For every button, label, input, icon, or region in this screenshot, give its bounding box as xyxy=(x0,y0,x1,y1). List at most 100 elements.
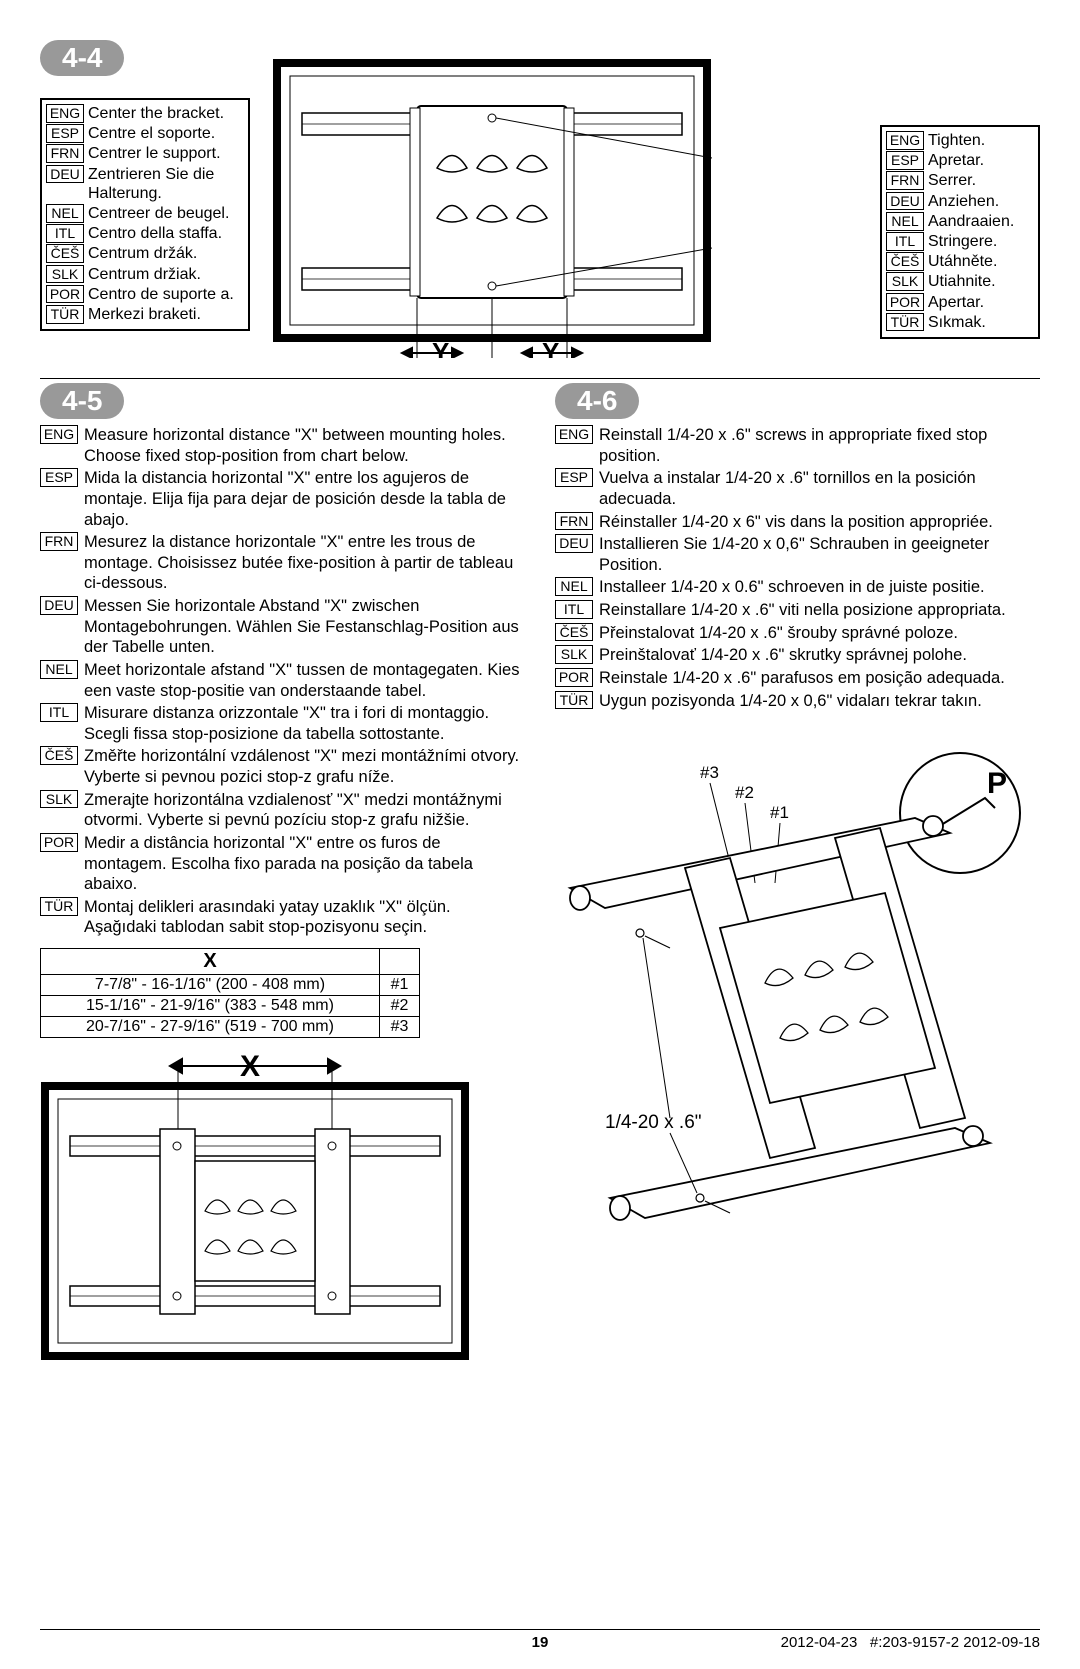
lang-code: POR xyxy=(555,668,593,687)
lang-code: ESP xyxy=(40,468,78,487)
lang-text: Medir a distância horizontal "X" entre o… xyxy=(80,833,525,895)
lang-code: SLK xyxy=(40,790,78,809)
lang-row: DEUInstallieren Sie 1/4-20 x 0,6" Schrau… xyxy=(555,534,1040,575)
lang-text: Reinstallare 1/4-20 x .6" viti nella pos… xyxy=(595,600,1040,621)
step-badge-4-4: 4-4 xyxy=(40,40,124,76)
lang-list-4-5: ENGMeasure horizontal distance "X" betwe… xyxy=(40,425,525,938)
lang-text: Preinštalovať 1/4-20 x .6" skrutky správ… xyxy=(595,645,1040,666)
lang-text: Montaj delikleri arasındaki yatay uzaklı… xyxy=(80,897,525,938)
lang-row: ENGReinstall 1/4-20 x .6" screws in appr… xyxy=(555,425,1040,466)
lang-text: Messen Sie horizontale Abstand "X" zwisc… xyxy=(80,596,525,658)
lang-code: NEL xyxy=(46,204,84,223)
lang-text: Apertar. xyxy=(926,293,984,312)
page-number: 19 xyxy=(532,1634,549,1651)
lang-text: Zentrieren Sie die Halterung. xyxy=(86,165,244,203)
columns-45-46: 4-5 ENGMeasure horizontal distance "X" b… xyxy=(40,383,1040,1371)
lang-text: Reinstall 1/4-20 x .6" screws in appropr… xyxy=(595,425,1040,466)
lang-text: Serrer. xyxy=(926,171,976,190)
lang-code: POR xyxy=(46,285,84,304)
lang-code: ESP xyxy=(46,124,84,143)
lang-text: Installeer 1/4-20 x 0.6" schroeven in de… xyxy=(595,577,1040,598)
step-badge-4-6: 4-6 xyxy=(555,383,639,419)
lang-code: ITL xyxy=(40,703,78,722)
lang-code: ITL xyxy=(886,232,924,251)
lang-text: Mesurez la distance horizontale "X" entr… xyxy=(80,532,525,594)
lang-code: NEL xyxy=(886,212,924,231)
lang-row: ITLStringere. xyxy=(886,232,1034,251)
lang-text: Measure horizontal distance "X" between … xyxy=(80,425,525,466)
lang-text: Merkezi braketi. xyxy=(86,305,201,324)
lang-row: DEUMessen Sie horizontale Abstand "X" zw… xyxy=(40,596,525,658)
page-footer: 19 2012-04-23 #:203-9157-2 2012-09-18 xyxy=(40,1629,1040,1651)
lang-row: ENGTighten. xyxy=(886,131,1034,150)
lang-text: Mida la distancia horizontal "X" entre l… xyxy=(80,468,525,530)
lang-row: ESPApretar. xyxy=(886,151,1034,170)
lang-code: ČEŠ xyxy=(886,252,924,271)
lang-text: Centre el soporte. xyxy=(86,124,215,143)
table-row: 7-7/8" - 16-1/16" (200 - 408 mm)#1 xyxy=(41,975,420,996)
lang-row: ENGCenter the bracket. xyxy=(46,104,244,123)
lang-code: FRN xyxy=(555,512,593,531)
col-4-5: 4-5 ENGMeasure horizontal distance "X" b… xyxy=(40,383,525,1371)
lang-text: Centrum držák. xyxy=(86,244,197,263)
svg-text:#2: #2 xyxy=(735,783,754,802)
lang-text: Zmerajte horizontálna vzdialenosť "X" me… xyxy=(80,790,525,831)
lang-row: ESPMida la distancia horizontal "X" entr… xyxy=(40,468,525,530)
lang-text: Centro de suporte a. xyxy=(86,285,234,304)
lang-row: ITLMisurare distanza orizzontale "X" tra… xyxy=(40,703,525,744)
lang-list-center-bracket: ENGCenter the bracket.ESPCentre el sopor… xyxy=(40,98,250,331)
lang-code: TÜR xyxy=(886,313,924,332)
section-4-4: 4-4 ENGCenter the bracket.ESPCentre el s… xyxy=(40,40,1040,370)
lang-row: ČEŠPřeinstalovat 1/4-20 x .6" šrouby spr… xyxy=(555,623,1040,644)
lang-row: FRNRéinstaller 1/4-20 x 6" vis dans la p… xyxy=(555,512,1040,533)
x-table: X 7-7/8" - 16-1/16" (200 - 408 mm)#115-1… xyxy=(40,948,420,1038)
lang-code: SLK xyxy=(46,265,84,284)
lang-code: ČEŠ xyxy=(46,244,84,263)
lang-code: FRN xyxy=(46,144,84,163)
svg-text:Y: Y xyxy=(432,337,449,358)
lang-row: TÜRUygun pozisyonda 1/4-20 x 0,6" vidala… xyxy=(555,691,1040,712)
separator xyxy=(40,378,1040,379)
lang-text: Anziehen. xyxy=(926,192,999,211)
lang-code: POR xyxy=(40,833,78,852)
svg-text:Y: Y xyxy=(542,337,559,358)
lang-text: Uygun pozisyonda 1/4-20 x 0,6" vidaları … xyxy=(595,691,1040,712)
lang-code: DEU xyxy=(46,165,84,184)
lang-row: SLKZmerajte horizontálna vzdialenosť "X"… xyxy=(40,790,525,831)
svg-text:#1: #1 xyxy=(770,803,789,822)
lang-code: NEL xyxy=(40,660,78,679)
lang-row: SLKPreinštalovať 1/4-20 x .6" skrutky sp… xyxy=(555,645,1040,666)
lang-row: ČEŠZměřte horizontální vzdálenost "X" me… xyxy=(40,746,525,787)
lang-text: Aandraaien. xyxy=(926,212,1014,231)
lang-code: ČEŠ xyxy=(40,746,78,765)
lang-code: FRN xyxy=(886,171,924,190)
lang-row: ESPCentre el soporte. xyxy=(46,124,244,143)
lang-row: SLKUtiahnite. xyxy=(886,272,1034,291)
lang-code: TÜR xyxy=(555,691,593,710)
lang-row: ČEŠCentrum držák. xyxy=(46,244,244,263)
lang-row: NELCentreer de beugel. xyxy=(46,204,244,223)
lang-text: Stringere. xyxy=(926,232,997,251)
lang-row: DEUZentrieren Sie die Halterung. xyxy=(46,165,244,203)
lang-code: SLK xyxy=(555,645,593,664)
lang-code: NEL xyxy=(555,577,593,596)
lang-row: FRNCentrer le support. xyxy=(46,144,244,163)
lang-text: Změřte horizontální vzdálenost "X" mezi … xyxy=(80,746,525,787)
lang-text: Réinstaller 1/4-20 x 6" vis dans la posi… xyxy=(595,512,1040,533)
lang-row: NELAandraaien. xyxy=(886,212,1034,231)
lang-text: Misurare distanza orizzontale "X" tra i … xyxy=(80,703,525,744)
lang-code: POR xyxy=(886,293,924,312)
lang-code: DEU xyxy=(40,596,78,615)
svg-text:1/4-20 x .6": 1/4-20 x .6" xyxy=(605,1112,702,1133)
svg-text:#3: #3 xyxy=(700,763,719,782)
lang-row: NELMeet horizontale afstand "X" tussen d… xyxy=(40,660,525,701)
lang-code: ČEŠ xyxy=(555,623,593,642)
lang-row: ESPVuelva a instalar 1/4-20 x .6" tornil… xyxy=(555,468,1040,509)
lang-code: ENG xyxy=(40,425,78,444)
lang-text: Vuelva a instalar 1/4-20 x .6" tornillos… xyxy=(595,468,1040,509)
lang-row: TÜRMontaj delikleri arasındaki yatay uza… xyxy=(40,897,525,938)
footer-meta: 2012-04-23 #:203-9157-2 2012-09-18 xyxy=(781,1634,1040,1651)
lang-row: PORApertar. xyxy=(886,293,1034,312)
lang-row: FRNSerrer. xyxy=(886,171,1034,190)
lang-row: TÜRSıkmak. xyxy=(886,313,1034,332)
